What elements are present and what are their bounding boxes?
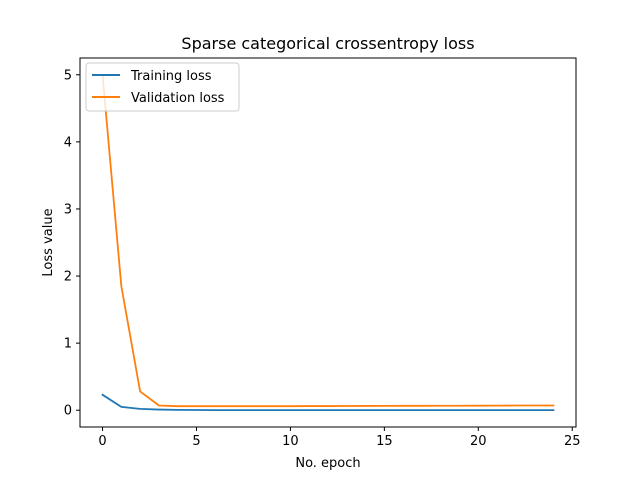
- legend: Training loss Validation loss: [85, 62, 240, 112]
- x-tick-label: 10: [282, 434, 299, 449]
- y-tick-label: 3: [64, 202, 72, 217]
- y-tick-label: 4: [64, 135, 72, 150]
- y-axis-label: Loss value: [41, 208, 56, 276]
- series-line-training-loss: [101, 393, 555, 412]
- y-tick-label: 5: [64, 68, 72, 83]
- x-axis-ticks: 0 5 10 15 20 25: [98, 427, 581, 449]
- y-tick-label: 2: [64, 270, 72, 285]
- x-tick-label: 25: [564, 434, 581, 449]
- x-tick-label: 0: [98, 434, 106, 449]
- series-line-validation-loss: [101, 73, 555, 408]
- legend-box: [85, 62, 240, 112]
- y-axis-ticks: 0 1 2 3 4 5: [64, 68, 80, 419]
- plot-frame: [79, 57, 577, 428]
- x-tick-label: 20: [470, 434, 487, 449]
- legend-label-validation: Validation loss: [131, 91, 225, 106]
- x-axis-label: No. epoch: [295, 456, 360, 471]
- y-tick-label: 1: [64, 337, 72, 352]
- plot-lines: [101, 73, 555, 412]
- x-tick-label: 5: [192, 434, 200, 449]
- chart-title: Sparse categorical crossentropy loss: [181, 34, 474, 53]
- x-tick-label: 15: [376, 434, 393, 449]
- legend-label-training: Training loss: [130, 69, 212, 84]
- y-tick-label: 0: [64, 404, 72, 419]
